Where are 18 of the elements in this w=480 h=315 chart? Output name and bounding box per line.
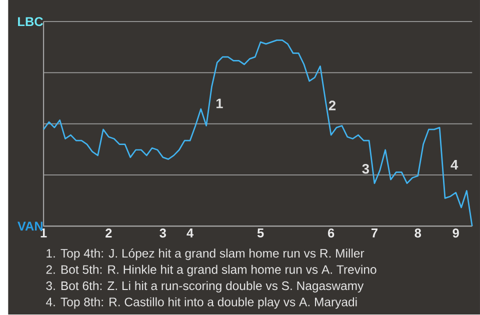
annotation: 1 — [216, 98, 223, 108]
text: 4. Top 8th: R. Castillo hit into a double play vs A. Maryadi — [46, 298, 357, 309]
x-tick-label: 3 — [160, 228, 166, 238]
annotation: 3 — [362, 164, 370, 174]
x-tick-label: 9 — [452, 228, 459, 238]
x-tick-label: 4 — [186, 228, 194, 238]
x-tick-label: 2 — [106, 228, 112, 238]
x-tick-label: 6 — [328, 228, 334, 238]
x-tick-label: 8 — [414, 228, 422, 238]
text: 2. Bot 5th: R. Hinkle hit a grand slam home run vs A. Trevino — [46, 265, 376, 277]
x-tick-label: 7 — [371, 228, 378, 238]
annotation: 2 — [328, 100, 336, 110]
text: LBC — [18, 17, 44, 26]
annotation: 4 — [450, 160, 458, 170]
text: VAN — [18, 222, 43, 231]
text: 1. Top 4th: J. López hit a grand slam home run vs R. Miller — [46, 248, 364, 260]
text: 3. Bot 6th: Z. Li hit a run-scoring double vs S. Nagaswamy — [46, 281, 364, 293]
x-tick-label: 5 — [257, 228, 264, 238]
